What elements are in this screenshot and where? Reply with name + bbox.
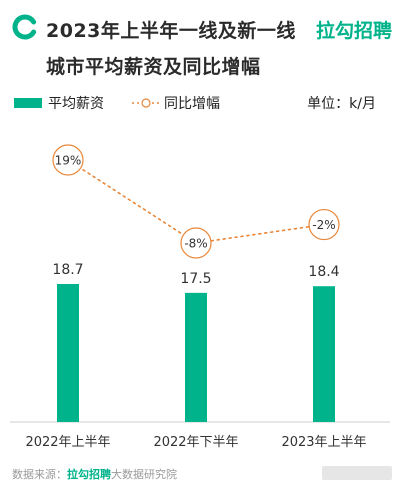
growth-point-2 xyxy=(180,227,212,259)
unit-label: 单位：k/月 xyxy=(307,96,376,112)
bar-2 xyxy=(185,292,207,422)
page-title-line-2: 城市平均薪资及同比增幅 xyxy=(46,56,261,78)
header: 2023年上半年一线及新一线 城市平均薪资及同比增幅 拉勾招聘 xyxy=(12,10,392,80)
growth-point-1 xyxy=(52,144,84,176)
bar-value-label-1: 18.7 xyxy=(52,262,83,278)
legend-line-label: 同比增幅 xyxy=(164,96,220,112)
data-source-brand: 拉勾招聘 xyxy=(67,468,111,481)
chart-area: 18.7 2022年上半年 17.5 2022年下半年 18.4 2023年上半年 19% -… xyxy=(10,144,390,450)
watermark-blur xyxy=(322,466,392,480)
data-source-prefix: 数据来源： xyxy=(12,468,67,481)
bar-value-label-3: 18.4 xyxy=(308,264,339,280)
bar-3 xyxy=(313,286,335,422)
chart-legend: 平均薪资 同比增幅 单位：k/月 xyxy=(14,93,390,115)
legend-bar-swatch xyxy=(14,98,42,108)
growth-value-label-3: -2% xyxy=(312,218,335,232)
page-title-line-1: 2023年上半年一线及新一线 xyxy=(46,20,296,42)
growth-value-label-2: -8% xyxy=(184,237,207,251)
growth-value-label-1: 19% xyxy=(55,154,82,168)
x-tick-label-1: 2022年上半年 xyxy=(25,435,110,450)
data-source-suffix: 大数据研究院 xyxy=(111,468,177,481)
growth-point-3 xyxy=(308,208,340,241)
brand-logo-icon xyxy=(12,14,38,40)
brand-name: 拉勾招聘 xyxy=(315,20,392,42)
x-tick-label-3: 2023年上半年 xyxy=(281,435,366,450)
legend-bar-label: 平均薪资 xyxy=(48,96,104,112)
legend-line-swatch xyxy=(132,98,160,108)
bar-value-label-2: 17.5 xyxy=(180,271,211,287)
bar-1 xyxy=(57,284,79,422)
data-source: 数据来源：拉勾招聘大数据研究院 xyxy=(12,466,177,482)
x-tick-label-2: 2022年下半年 xyxy=(153,435,238,450)
